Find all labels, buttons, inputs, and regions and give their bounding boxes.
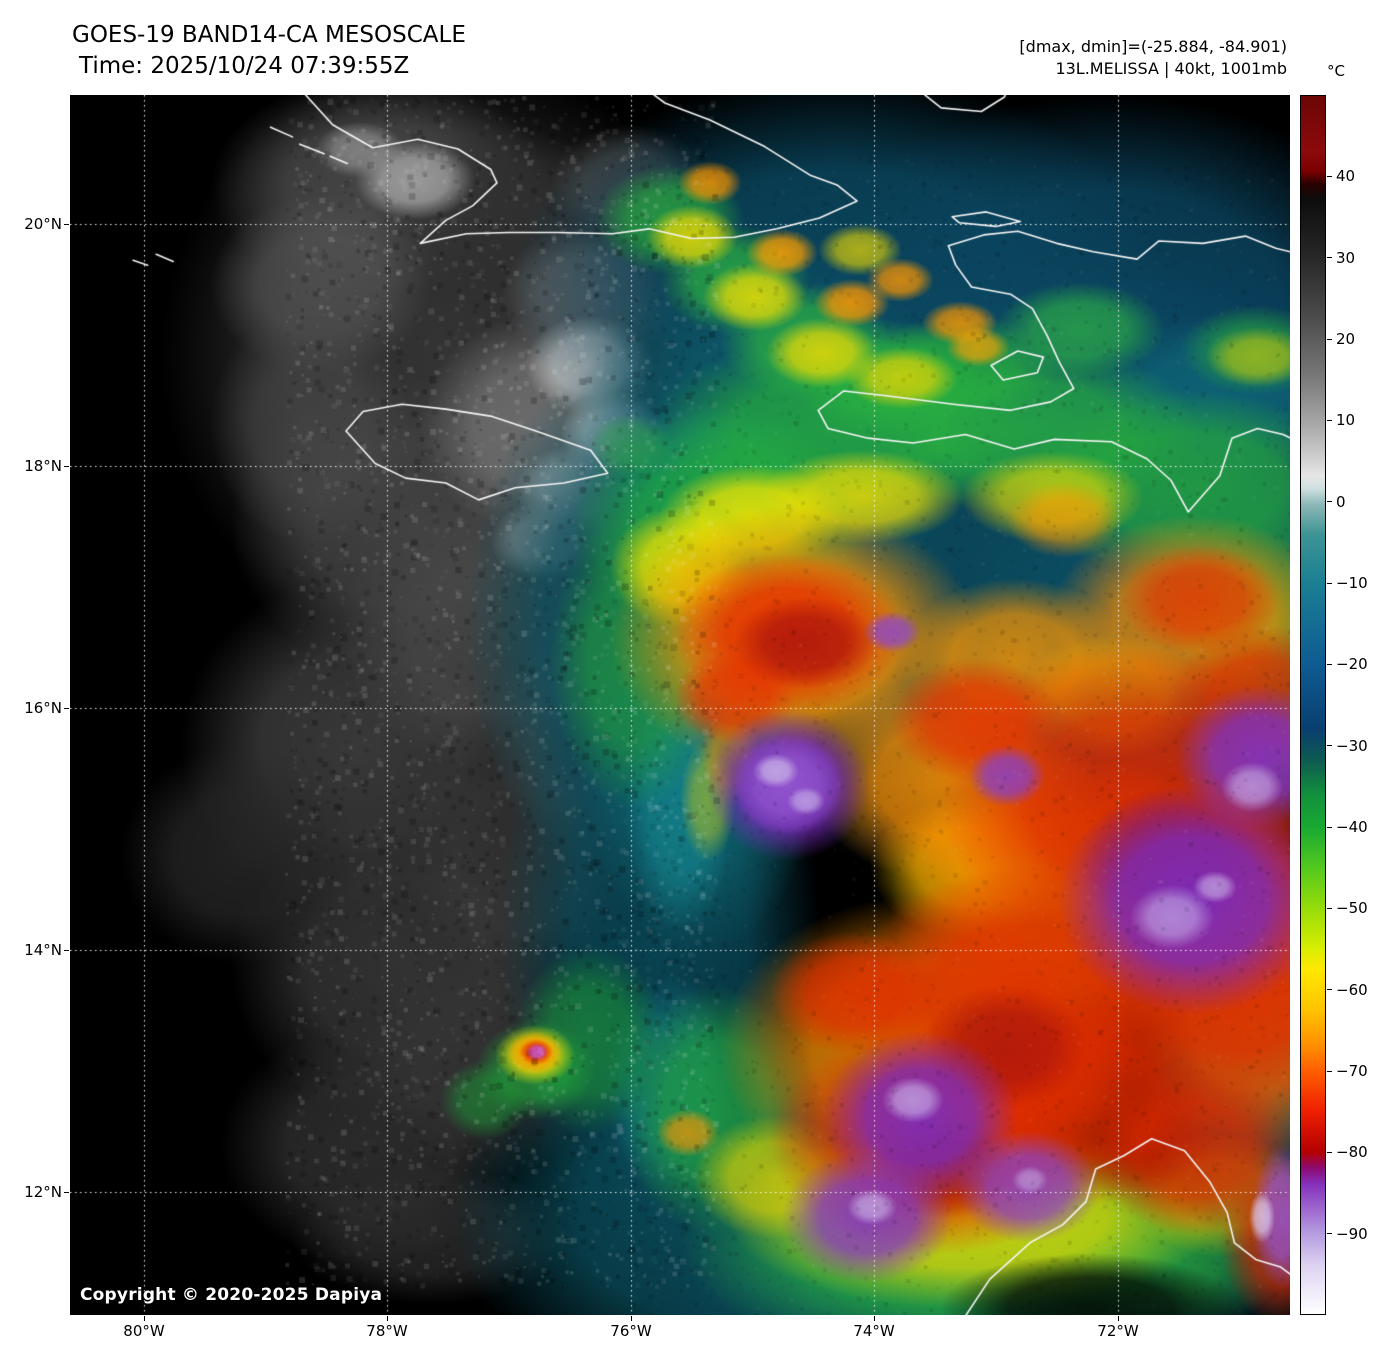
colorbar-tickmark	[1327, 663, 1332, 665]
y-axis-tickmark	[64, 466, 69, 467]
y-axis-tickmark	[64, 1192, 69, 1193]
y-axis-tickmark	[64, 708, 69, 709]
colorbar-tick-label: −40	[1336, 818, 1368, 836]
lat-label-20n: 20°N	[24, 215, 62, 233]
satellite-map: Copyright © 2020-2025 Dapiya	[70, 95, 1290, 1315]
colorbar-tickmark	[1327, 1070, 1332, 1072]
colorbar-tickmark	[1327, 907, 1332, 909]
lon-label-78w: 78°W	[366, 1322, 408, 1340]
colorbar-tickmark	[1327, 1233, 1332, 1235]
colorbar-tickmark	[1327, 175, 1332, 177]
colorbar-tick-label: 40	[1336, 167, 1356, 186]
colorbar-tick-label: 20	[1336, 330, 1356, 348]
colorbar-tick-label: −60	[1336, 980, 1368, 999]
product-title: GOES-19 BAND14-CA MESOSCALE	[72, 22, 466, 48]
lon-label-80w: 80°W	[123, 1322, 165, 1340]
colorbar-unit-label: °C	[1327, 62, 1345, 80]
lat-label-18n: 18°N	[24, 457, 62, 475]
y-axis-tickmark	[64, 950, 69, 951]
colorbar-tick-label: −70	[1336, 1062, 1368, 1080]
lat-label-14n: 14°N	[24, 941, 62, 959]
colorbar-tick-label: −20	[1336, 655, 1368, 674]
x-axis-tickmark	[144, 1316, 145, 1321]
colorbar-tickmark	[1327, 501, 1332, 503]
dmax-dmin-readout: [dmax, dmin]=(-25.884, -84.901)	[1019, 37, 1287, 56]
colorbar-tick-label: 0	[1336, 492, 1346, 511]
lon-label-76w: 76°W	[610, 1322, 652, 1340]
storm-info-readout: 13L.MELISSA | 40kt, 1001mb	[1055, 59, 1287, 78]
colorbar-tickmark	[1327, 419, 1332, 421]
colorbar-tick-label: −30	[1336, 736, 1368, 755]
colorbar-tick-label: −10	[1336, 574, 1368, 592]
x-axis-tickmark	[874, 1316, 876, 1321]
colorbar-tickmark	[1327, 989, 1332, 991]
colorbar-tickmark	[1327, 826, 1332, 828]
satellite-canvas	[70, 95, 1290, 1315]
colorbar-tick-label: 10	[1336, 411, 1356, 430]
colorbar-tick-label: −80	[1336, 1143, 1368, 1162]
colorbar-tickmark	[1327, 257, 1332, 259]
colorbar-tick-label: −50	[1336, 899, 1368, 918]
colorbar-tick-label: −90	[1336, 1224, 1368, 1243]
header-right-block: [dmax, dmin]=(-25.884, -84.901) 13L.MELI…	[1019, 36, 1287, 80]
copyright-watermark: Copyright © 2020-2025 Dapiya	[80, 1285, 383, 1305]
x-axis-tickmark	[1117, 1316, 1119, 1321]
lon-label-74w: 74°W	[853, 1322, 895, 1340]
colorbar-tickmark	[1327, 582, 1332, 584]
x-axis-tickmark	[387, 1316, 389, 1321]
colorbar-tick-label: 30	[1336, 248, 1356, 267]
product-timestamp: Time: 2025/10/24 07:39:55Z	[79, 53, 410, 79]
lon-label-72w: 72°W	[1097, 1322, 1139, 1340]
colorbar-tickmark	[1327, 338, 1332, 340]
x-axis-tickmark	[630, 1316, 632, 1321]
colorbar	[1300, 95, 1326, 1315]
lat-label-12n: 12°N	[24, 1183, 62, 1201]
lat-label-16n: 16°N	[24, 699, 62, 717]
colorbar-tickmark	[1327, 1151, 1332, 1153]
y-axis-tickmark	[64, 224, 69, 225]
colorbar-tickmark	[1327, 745, 1332, 747]
